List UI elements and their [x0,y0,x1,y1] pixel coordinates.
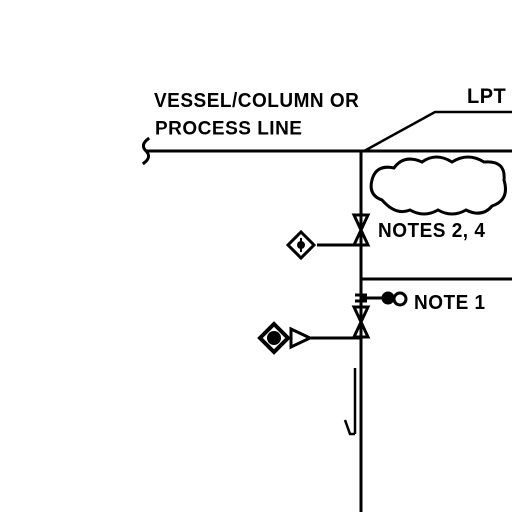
lpt-leader [364,110,512,152]
flow-arrow-icon [343,368,357,436]
vessel-label-line-1: VESSEL/COLUMN OR [154,89,360,112]
cloud-callout [369,155,507,216]
note-1-symbol [355,291,408,307]
check-valve-lower [289,326,314,350]
diamond-connector-lower [257,321,291,355]
note-1-label: NOTE 1 [414,291,486,314]
lpt-label: LPT [467,84,507,109]
notes-2-4-label: NOTES 2, 4 [378,219,486,242]
vessel-label-line-2: PROCESS LINE [155,117,303,140]
diamond-connector-upper [285,229,317,261]
